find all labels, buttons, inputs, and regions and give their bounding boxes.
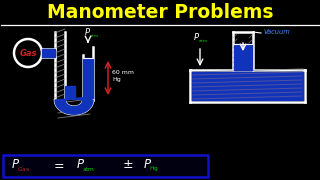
Bar [83, 58, 93, 98]
Text: $P$: $P$ [143, 159, 152, 172]
Text: $_{\mathrm{Gas}}$: $_{\mathrm{Gas}}$ [17, 165, 30, 174]
Bar [192, 72, 303, 100]
Text: $P$: $P$ [11, 159, 20, 172]
Bar [42, 49, 55, 57]
Text: $=$: $=$ [51, 159, 65, 172]
Bar [3, 155, 208, 177]
Text: $_{\mathrm{Hg}}$: $_{\mathrm{Hg}}$ [149, 164, 159, 174]
Text: $P$: $P$ [193, 31, 200, 42]
Bar [65, 86, 75, 98]
Text: Gas: Gas [19, 48, 37, 57]
Text: $_{\mathrm{atm}}$: $_{\mathrm{atm}}$ [89, 33, 99, 40]
Text: Manometer Problems: Manometer Problems [47, 3, 273, 21]
Text: Vacuum: Vacuum [263, 29, 290, 35]
Text: 60 mm
Hg: 60 mm Hg [112, 70, 134, 82]
Text: $\pm$: $\pm$ [122, 159, 134, 172]
Text: $_{\mathrm{atm}}$: $_{\mathrm{atm}}$ [82, 165, 95, 174]
Text: $P$: $P$ [76, 159, 85, 172]
Text: $_{\mathrm{atm}}$: $_{\mathrm{atm}}$ [198, 38, 208, 45]
Bar [234, 44, 252, 70]
Text: $P$: $P$ [84, 26, 91, 37]
Polygon shape [55, 98, 93, 114]
